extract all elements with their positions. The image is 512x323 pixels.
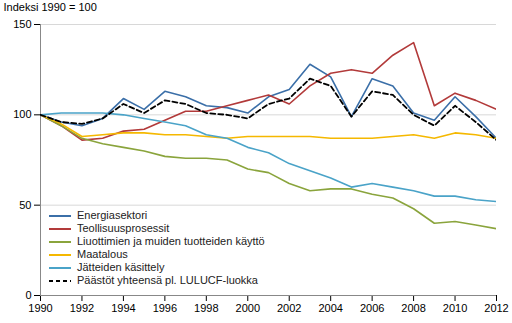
html-text:Teollisuusprosessit: Teollisuusprosessit xyxy=(77,222,170,234)
svg-text:2012: 2012 xyxy=(484,302,508,314)
svg-text:Indeksi 1990 = 100: Indeksi 1990 = 100 xyxy=(4,1,97,13)
svg-text:2004: 2004 xyxy=(318,302,342,314)
svg-text:2000: 2000 xyxy=(236,302,260,314)
svg-text:1990: 1990 xyxy=(28,302,52,314)
svg-text:0: 0 xyxy=(25,289,31,301)
html-text:Energiasektori: Energiasektori xyxy=(77,209,148,221)
svg-text:150: 150 xyxy=(13,18,31,30)
html-text:Liuottimien ja muiden tuotteid: Liuottimien ja muiden tuotteiden käyttö xyxy=(77,235,265,247)
svg-text:2008: 2008 xyxy=(401,302,425,314)
svg-text:1996: 1996 xyxy=(153,302,177,314)
svg-text:1992: 1992 xyxy=(70,302,94,314)
html-text:Jätteiden käsittely: Jätteiden käsittely xyxy=(77,261,165,273)
svg-text:2002: 2002 xyxy=(277,302,301,314)
svg-text:2010: 2010 xyxy=(443,302,467,314)
html-text:Maatalous: Maatalous xyxy=(77,248,128,260)
svg-text:1994: 1994 xyxy=(111,302,135,314)
html-text:Päästöt yhteensä pl. LULUCF-lu: Päästöt yhteensä pl. LULUCF-luokka xyxy=(77,274,258,286)
svg-text:50: 50 xyxy=(19,199,31,211)
svg-text:100: 100 xyxy=(13,108,31,120)
svg-text:1998: 1998 xyxy=(194,302,218,314)
svg-text:2006: 2006 xyxy=(360,302,384,314)
